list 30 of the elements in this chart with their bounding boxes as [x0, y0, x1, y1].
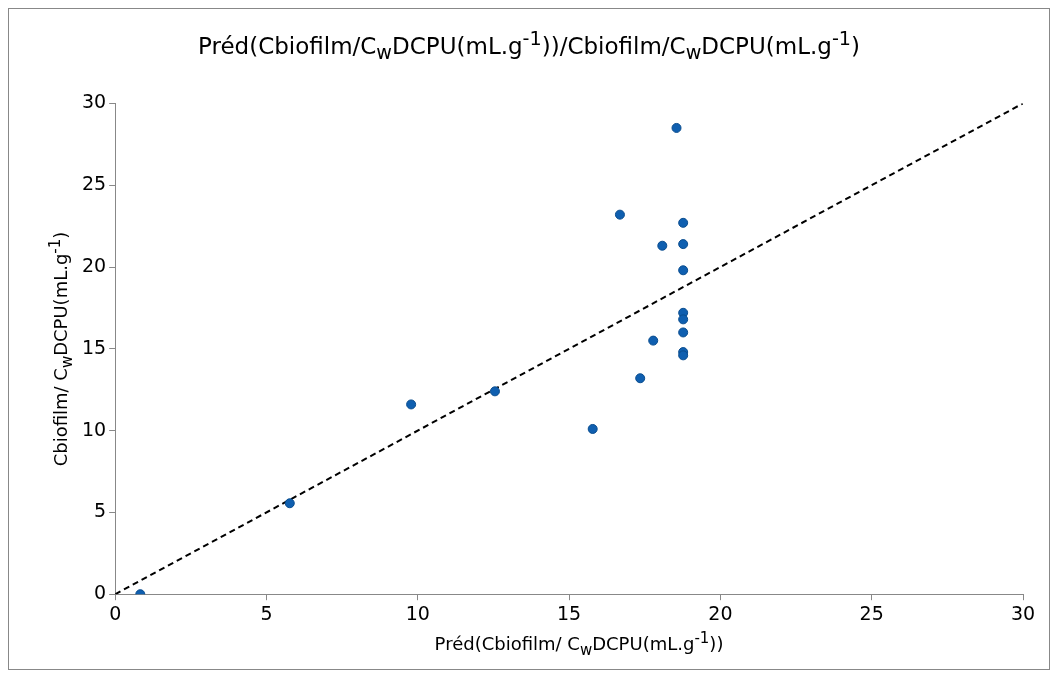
point: [678, 314, 689, 325]
y-tick-label: 30: [81, 90, 107, 113]
y-tick-label: 5: [94, 499, 107, 522]
point: [635, 373, 646, 384]
x-tick-label: 20: [708, 601, 733, 624]
chart-title: Préd(Cbiofilm/C$_{w}$DCPU(mL.g$^{-1}$))/Cbiofilm/C$_{w}$DCPU(mL.g$^{-1}$): [198, 27, 860, 65]
x-axis-title: Préd(Cbiofilm/ C$_{w}$DCPU(mL.g$^{-1}$)): [433, 629, 725, 659]
point: [671, 122, 682, 133]
x-tick-label: 30: [1010, 601, 1036, 624]
x-tick-label: 5: [260, 601, 273, 624]
point: [678, 239, 689, 250]
point: [678, 217, 689, 228]
x-tick-label: 25: [859, 601, 884, 624]
point: [489, 386, 500, 397]
point: [678, 327, 689, 338]
y-tick-label: 20: [81, 253, 107, 276]
x-tick-label: 0: [109, 601, 122, 624]
point: [657, 240, 668, 251]
point: [678, 265, 689, 276]
y-tick-label: 15: [81, 335, 107, 358]
y-tick-label: 10: [81, 417, 107, 440]
y-tick-label: 0: [94, 581, 107, 604]
point: [406, 399, 417, 410]
point: [284, 498, 295, 509]
point: [614, 209, 625, 220]
x-tick-label: 10: [405, 601, 430, 624]
point: [587, 423, 598, 434]
x-tick-label: 15: [556, 601, 582, 624]
point: [648, 335, 659, 346]
y-tick-label: 25: [81, 172, 107, 195]
